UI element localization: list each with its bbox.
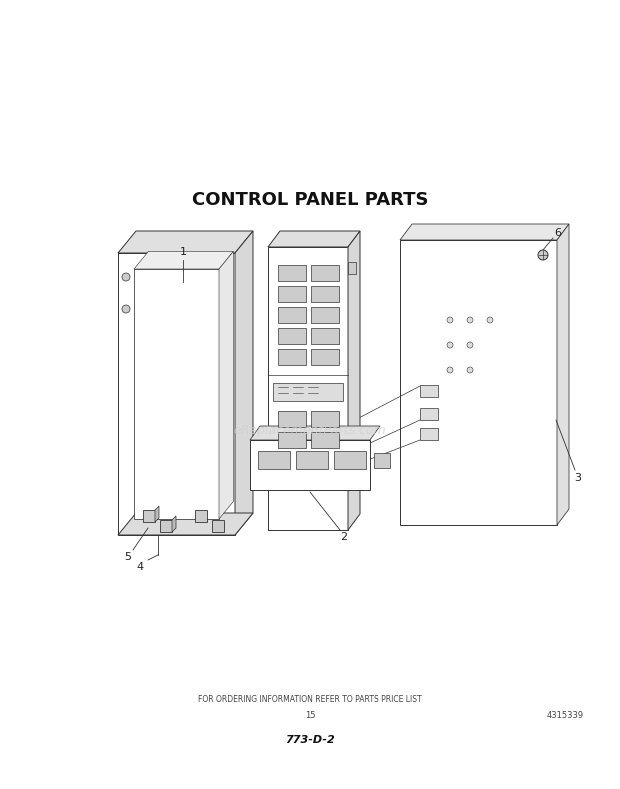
Text: eReplacementParts.com: eReplacementParts.com xyxy=(234,424,386,436)
Polygon shape xyxy=(273,383,343,401)
Circle shape xyxy=(467,342,473,348)
Polygon shape xyxy=(278,286,306,302)
Text: FOR ORDERING INFORMATION REFER TO PARTS PRICE LIST: FOR ORDERING INFORMATION REFER TO PARTS … xyxy=(198,695,422,705)
Polygon shape xyxy=(143,510,155,522)
Polygon shape xyxy=(420,408,438,420)
Polygon shape xyxy=(118,253,235,535)
Text: 6: 6 xyxy=(554,228,562,238)
Polygon shape xyxy=(134,269,219,519)
Polygon shape xyxy=(258,451,290,469)
Polygon shape xyxy=(250,426,380,440)
Polygon shape xyxy=(250,440,370,490)
Polygon shape xyxy=(155,506,159,522)
Text: 1: 1 xyxy=(180,247,187,257)
Polygon shape xyxy=(557,224,569,525)
Circle shape xyxy=(487,317,493,323)
Polygon shape xyxy=(311,411,339,427)
Polygon shape xyxy=(400,224,569,240)
Polygon shape xyxy=(348,262,356,274)
Polygon shape xyxy=(195,510,207,522)
Circle shape xyxy=(447,317,453,323)
Polygon shape xyxy=(311,286,339,302)
Polygon shape xyxy=(420,385,438,397)
Polygon shape xyxy=(172,516,176,532)
Text: 4: 4 xyxy=(136,562,144,572)
Polygon shape xyxy=(235,231,253,535)
Polygon shape xyxy=(334,451,366,469)
Circle shape xyxy=(122,305,130,313)
Polygon shape xyxy=(311,328,339,344)
Polygon shape xyxy=(268,247,348,530)
Circle shape xyxy=(122,273,130,281)
Circle shape xyxy=(538,250,548,260)
Circle shape xyxy=(467,367,473,373)
Text: 3: 3 xyxy=(575,473,582,483)
Polygon shape xyxy=(134,252,233,269)
Polygon shape xyxy=(420,428,438,440)
Polygon shape xyxy=(219,252,233,519)
Polygon shape xyxy=(296,451,328,469)
Text: 15: 15 xyxy=(305,711,315,720)
Polygon shape xyxy=(311,432,339,448)
Polygon shape xyxy=(278,432,306,448)
Circle shape xyxy=(447,367,453,373)
Polygon shape xyxy=(212,520,224,532)
Circle shape xyxy=(447,342,453,348)
Polygon shape xyxy=(400,240,557,525)
Polygon shape xyxy=(374,453,390,468)
Text: 5: 5 xyxy=(125,552,131,562)
Polygon shape xyxy=(118,231,253,253)
Text: CONTROL PANEL PARTS: CONTROL PANEL PARTS xyxy=(192,191,428,209)
Text: 773-D-2: 773-D-2 xyxy=(285,735,335,745)
Text: 2: 2 xyxy=(340,532,348,542)
Polygon shape xyxy=(348,231,360,530)
Polygon shape xyxy=(278,328,306,344)
Polygon shape xyxy=(311,265,339,281)
Polygon shape xyxy=(160,520,172,532)
Polygon shape xyxy=(268,231,360,247)
Polygon shape xyxy=(278,307,306,323)
Polygon shape xyxy=(118,513,253,535)
Text: 4315339: 4315339 xyxy=(546,711,583,720)
Polygon shape xyxy=(278,349,306,365)
Polygon shape xyxy=(278,265,306,281)
Polygon shape xyxy=(278,411,306,427)
Polygon shape xyxy=(311,349,339,365)
Circle shape xyxy=(467,317,473,323)
Polygon shape xyxy=(311,307,339,323)
